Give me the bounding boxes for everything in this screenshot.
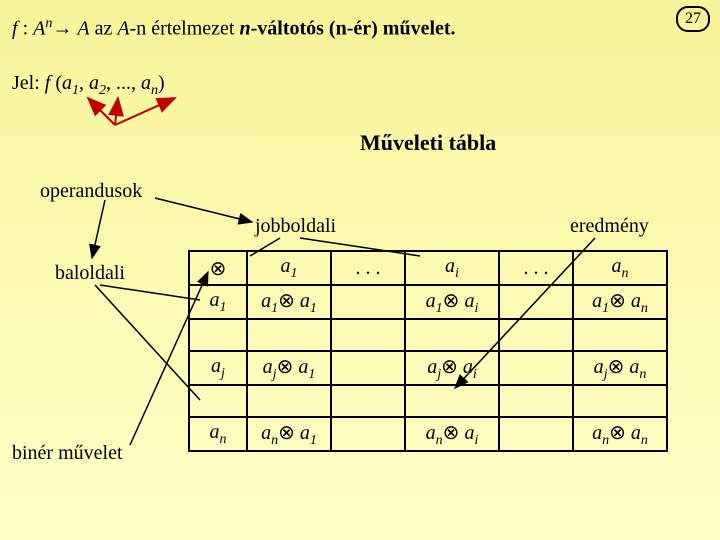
notation-line: Jel: f (a1, a2, ..., an) xyxy=(12,72,165,99)
label-biner: binér művelet xyxy=(12,442,123,465)
cell-a1-dots2 xyxy=(499,285,573,319)
operation-table: ⊗ a1 . . . ai . . . an a1 a1⊗ a1 a1⊗ ai … xyxy=(188,250,668,452)
cell-ajai: aj⊗ ai xyxy=(405,351,499,385)
rowhdr-a1: a1 xyxy=(189,285,247,319)
row-gap1 xyxy=(189,319,667,351)
col-dots2: . . . xyxy=(499,251,573,285)
row-gap2 xyxy=(189,385,667,417)
label-baloldali: baloldali xyxy=(55,262,125,285)
col-a1: a1 xyxy=(247,251,331,285)
table-header-row: ⊗ a1 . . . ai . . . an xyxy=(189,251,667,285)
cell-anan: an⊗ an xyxy=(573,417,667,451)
rowhdr-aj: aj xyxy=(189,351,247,385)
cell-a1ai: a1⊗ ai xyxy=(405,285,499,319)
cell-anai: an⊗ ai xyxy=(405,417,499,451)
cell-a1a1: a1⊗ a1 xyxy=(247,285,331,319)
col-an: an xyxy=(573,251,667,285)
table-heading: Műveleti tábla xyxy=(360,130,496,156)
op-cell: ⊗ xyxy=(189,251,247,285)
col-ai: ai xyxy=(405,251,499,285)
row-an: an an⊗ a1 an⊗ ai an⊗ an xyxy=(189,417,667,451)
slide-number: 27 xyxy=(676,6,710,32)
label-eredmeny: eredmény xyxy=(570,215,649,238)
cell-a1an: a1⊗ an xyxy=(573,285,667,319)
label-jobboldali: jobboldali xyxy=(255,215,336,238)
cell-aja1: aj⊗ a1 xyxy=(247,351,331,385)
rowhdr-an: an xyxy=(189,417,247,451)
cell-ana1: an⊗ a1 xyxy=(247,417,331,451)
label-operandusok: operandusok xyxy=(40,180,142,203)
cell-a1-dots xyxy=(331,285,405,319)
row-aj: aj aj⊗ a1 aj⊗ ai aj⊗ an xyxy=(189,351,667,385)
cell-ajan: aj⊗ an xyxy=(573,351,667,385)
col-dots1: . . . xyxy=(331,251,405,285)
definition-line: f : An→ A az A-n értelmezet n-váltotós (… xyxy=(12,16,456,41)
row-a1: a1 a1⊗ a1 a1⊗ ai a1⊗ an xyxy=(189,285,667,319)
